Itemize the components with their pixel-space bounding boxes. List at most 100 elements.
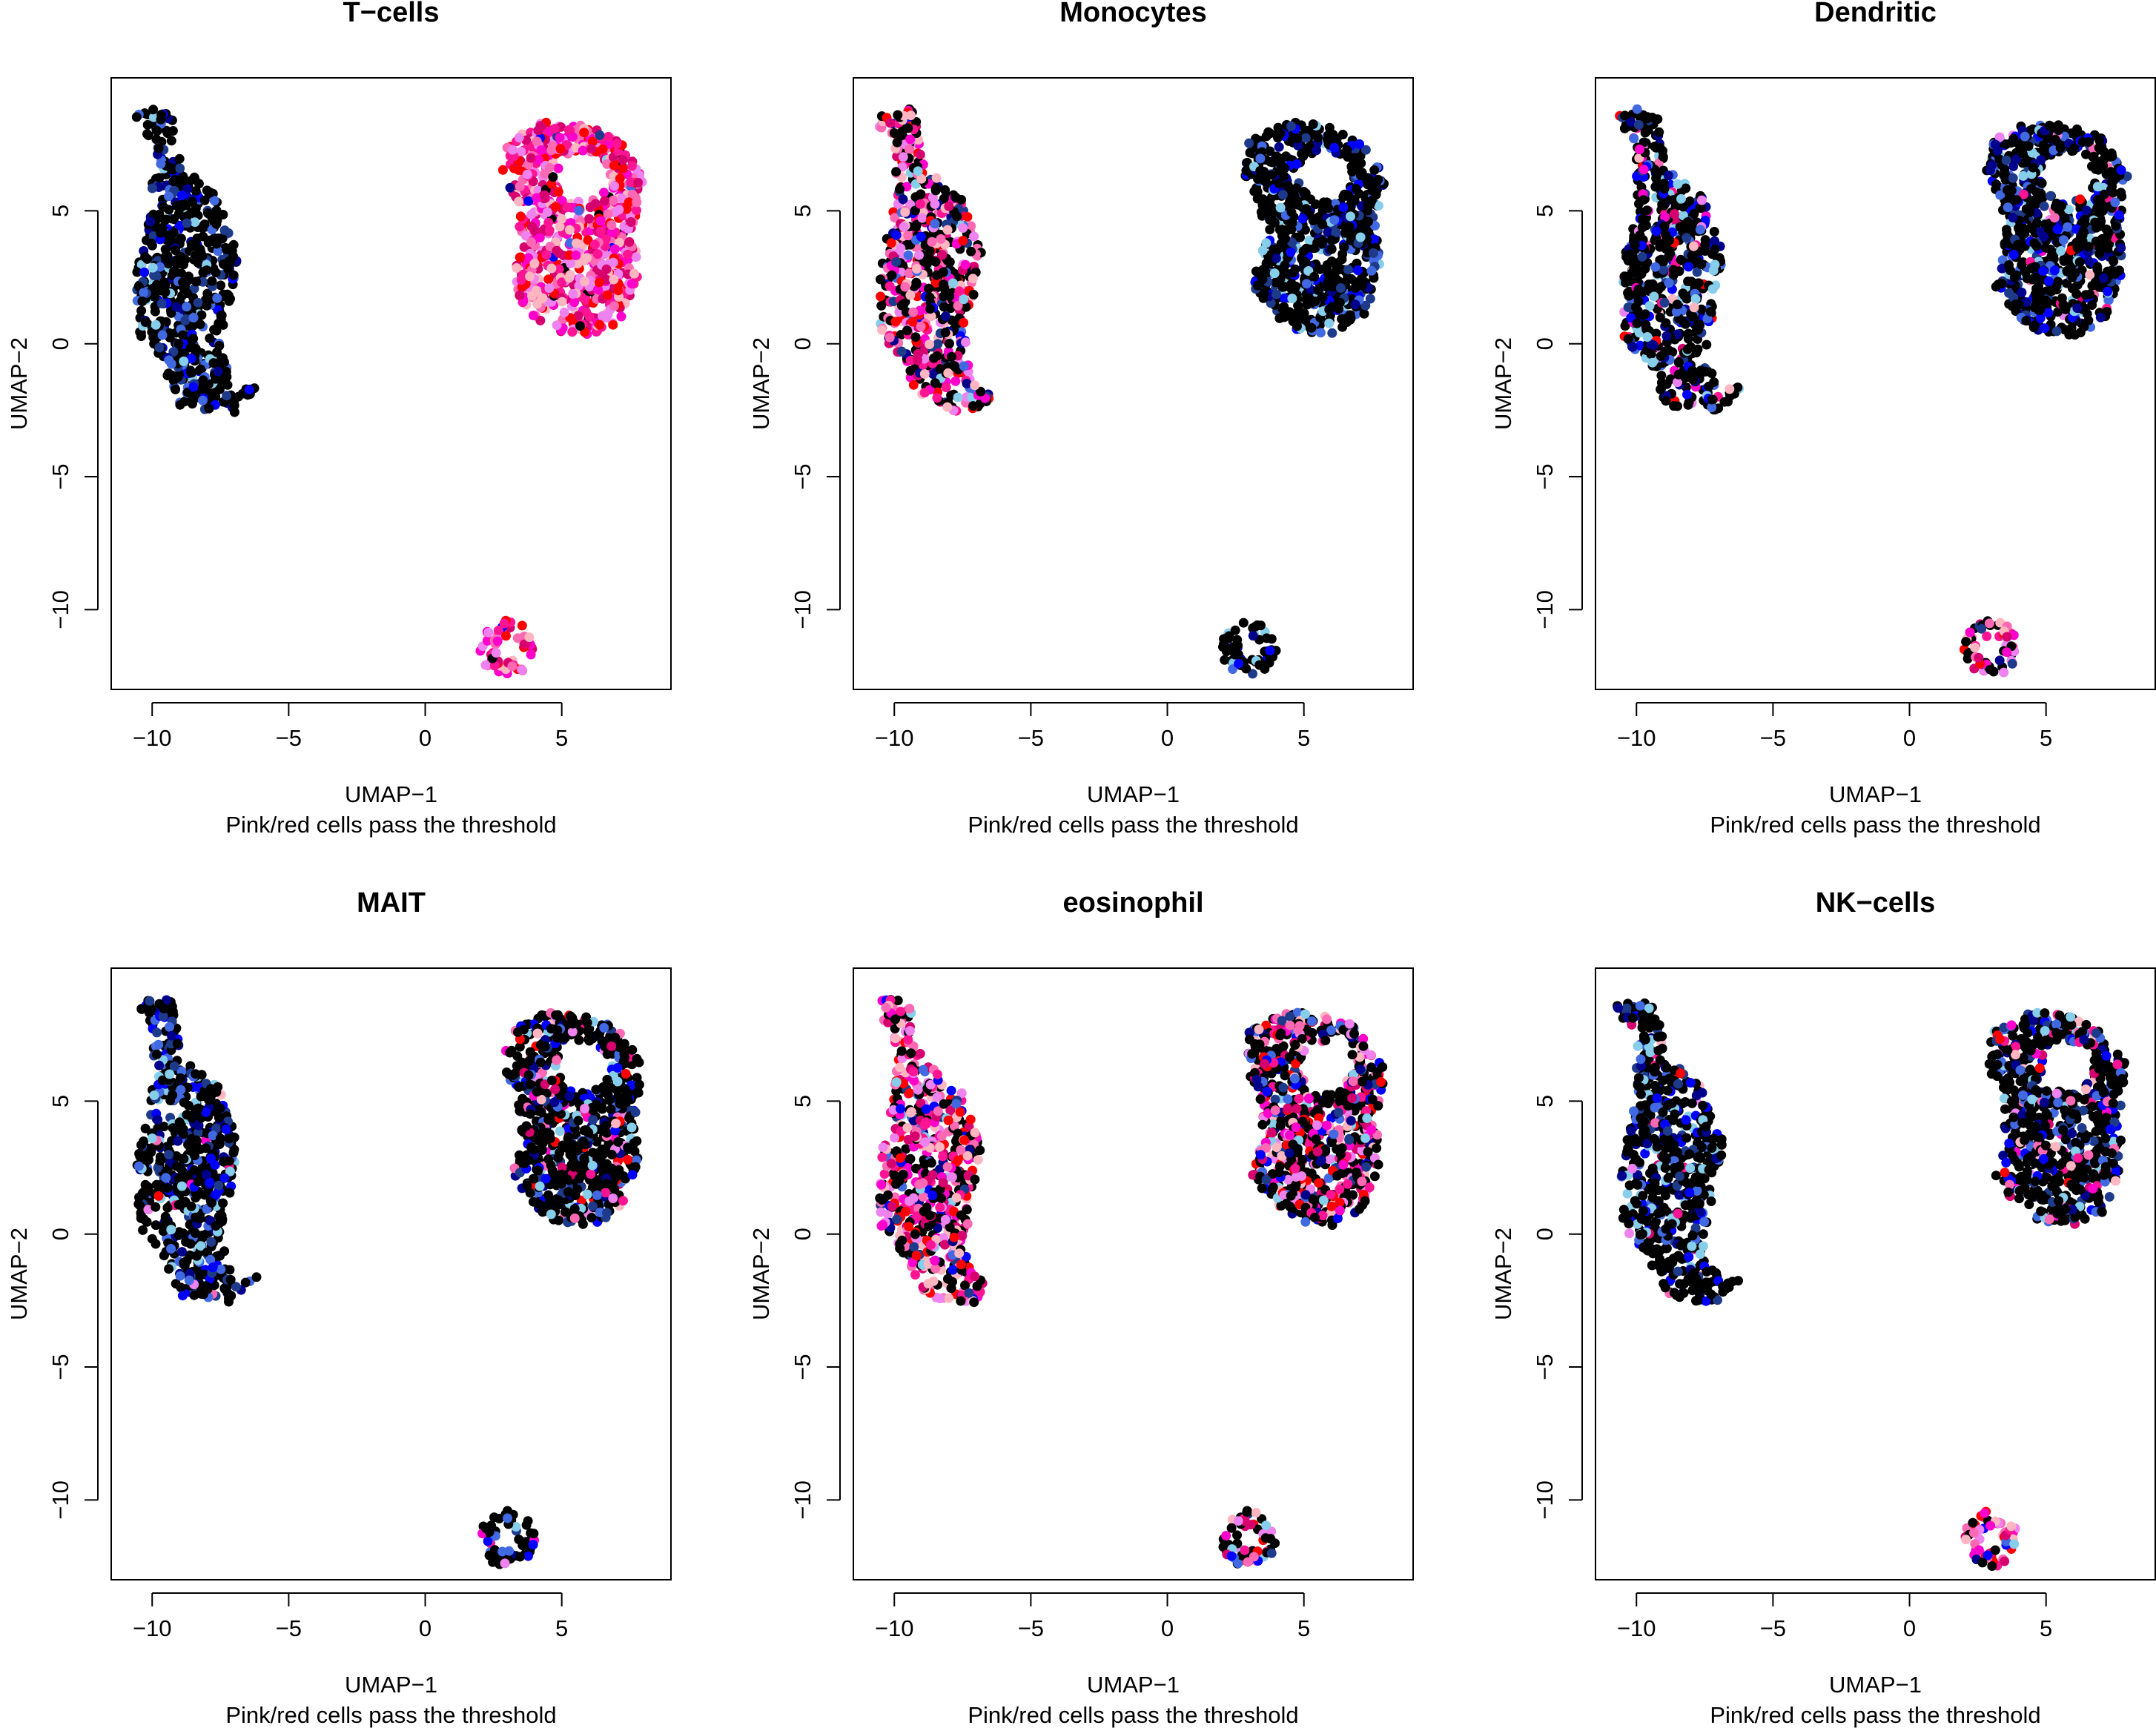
- cell-point-pass: [618, 155, 628, 165]
- cell-point: [222, 371, 232, 382]
- cell-point-pass: [609, 301, 619, 311]
- cell-point: [154, 173, 165, 183]
- cell-point: [1632, 318, 1642, 328]
- cell-point: [2025, 207, 2035, 217]
- cell-point: [892, 137, 902, 148]
- cell-point: [2067, 146, 2077, 156]
- cell-point: [902, 325, 912, 336]
- cell-point: [146, 238, 156, 248]
- cell-point: [938, 267, 948, 277]
- cell-point: [1988, 666, 1999, 677]
- cell-point: [160, 251, 171, 262]
- x-tick-label: 0: [1161, 725, 1174, 751]
- cell-point-pass: [527, 222, 538, 232]
- cell-point: [2056, 246, 2066, 256]
- cell-point: [154, 1060, 165, 1070]
- cell-point: [1351, 184, 1361, 194]
- cell-point: [2046, 191, 2055, 201]
- cell-point: [916, 189, 926, 199]
- cell-point: [1686, 277, 1696, 287]
- cell-point: [2063, 222, 2073, 232]
- cell-point-pass: [153, 1191, 164, 1201]
- cell-point: [1655, 312, 1665, 322]
- cell-point-pass: [566, 258, 576, 268]
- cell-point: [1682, 233, 1692, 243]
- cell-point: [179, 1260, 190, 1271]
- cell-point: [2090, 277, 2100, 288]
- cell-point: [168, 266, 179, 277]
- cell-point-pass: [915, 199, 925, 209]
- cell-point: [966, 246, 976, 256]
- cell-point: [229, 407, 239, 417]
- cell-point: [156, 228, 166, 238]
- cell-point: [159, 1251, 169, 1261]
- cell-point: [197, 251, 208, 261]
- cell-point: [161, 1173, 171, 1183]
- cell-point: [1293, 199, 1303, 210]
- cell-point: [2021, 316, 2031, 326]
- cell-point-pass: [876, 291, 886, 302]
- cell-point-pass: [962, 212, 973, 222]
- cell-point: [1629, 263, 1639, 274]
- cell-point: [160, 244, 171, 254]
- cell-point-pass: [1725, 384, 1735, 394]
- cell-point: [1342, 145, 1352, 155]
- cell-point: [2044, 120, 2054, 130]
- x-axis-label: UMAP−1: [345, 781, 437, 807]
- cell-point: [1286, 225, 1297, 234]
- cell-point-pass: [543, 217, 554, 228]
- cell-point-pass: [567, 327, 578, 337]
- cell-point-pass: [905, 134, 916, 145]
- cell-point-pass: [493, 626, 503, 635]
- cell-point: [203, 208, 213, 219]
- cell-point: [2070, 330, 2080, 340]
- cell-point-pass: [633, 178, 644, 188]
- cell-point: [176, 257, 186, 268]
- cell-point: [1632, 104, 1642, 114]
- cell-point: [930, 219, 940, 229]
- cell-point: [224, 1294, 234, 1303]
- cell-point: [1623, 288, 1633, 298]
- cell-point: [173, 1136, 183, 1146]
- cell-point: [2040, 323, 2050, 334]
- cell-point: [2067, 272, 2077, 282]
- cell-point: [1326, 244, 1337, 254]
- cell-point: [2082, 308, 2092, 319]
- cell-point: [151, 134, 162, 145]
- cell-point: [136, 331, 146, 341]
- x-tick-label: −5: [1018, 725, 1044, 751]
- cell-point: [206, 1153, 216, 1164]
- cell-point: [1353, 278, 1363, 288]
- cell-point-pass: [557, 213, 567, 224]
- cell-point-pass: [578, 145, 588, 156]
- cell-point: [2092, 194, 2103, 205]
- cell-point: [1658, 256, 1668, 266]
- cell-point-pass: [900, 207, 910, 217]
- cell-point: [1308, 119, 1318, 129]
- cell-point-pass: [2002, 647, 2012, 658]
- cell-point-pass: [912, 264, 922, 274]
- cell-point: [2083, 256, 2094, 266]
- cell-point-pass: [890, 317, 901, 327]
- cell-point: [1335, 283, 1346, 293]
- panel-title: MAIT: [357, 887, 426, 918]
- cell-point: [1280, 260, 1290, 271]
- cell-point: [1650, 262, 1661, 272]
- cell-point: [1651, 226, 1661, 236]
- cell-point: [176, 1085, 186, 1095]
- cell-point-pass: [884, 332, 895, 342]
- cell-point: [159, 1004, 169, 1013]
- cell-point: [2026, 198, 2037, 208]
- cell-point: [1356, 171, 1366, 181]
- cell-point: [157, 330, 168, 340]
- cell-point: [1337, 314, 1347, 324]
- cell-point: [910, 332, 921, 342]
- cell-point: [170, 174, 180, 185]
- cell-point: [139, 1136, 149, 1146]
- cell-point: [1682, 389, 1692, 400]
- cell-point: [2052, 224, 2063, 234]
- cell-point: [1274, 142, 1284, 152]
- cell-point-pass: [592, 249, 603, 259]
- cell-point: [147, 183, 157, 193]
- cell-point: [2079, 322, 2089, 332]
